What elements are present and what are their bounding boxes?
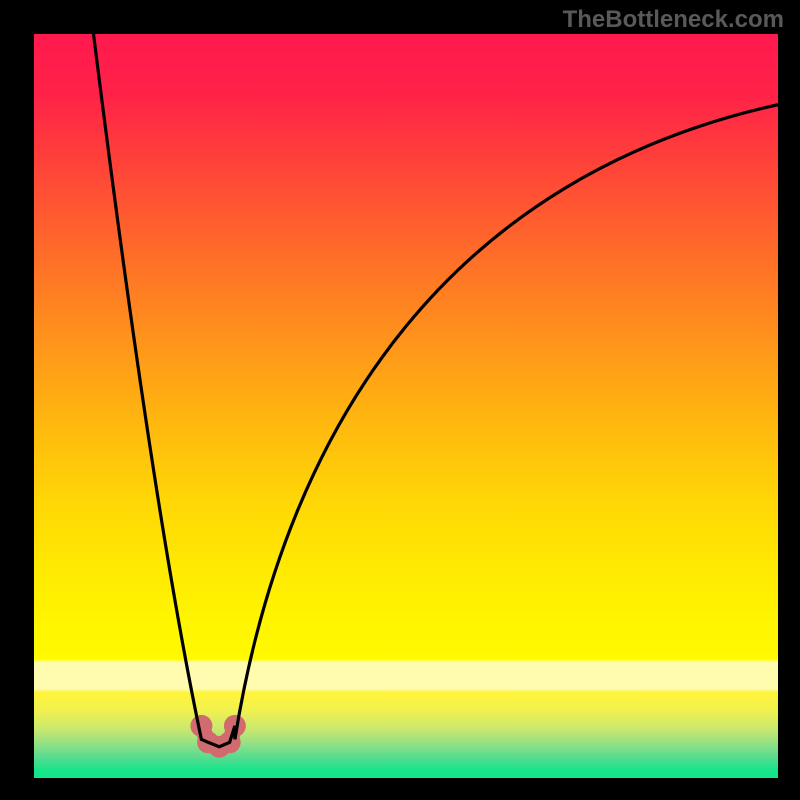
plot-area <box>34 34 778 778</box>
gradient-background <box>34 34 778 778</box>
watermark-text: TheBottleneck.com <box>563 6 784 34</box>
plot-svg <box>34 34 778 778</box>
